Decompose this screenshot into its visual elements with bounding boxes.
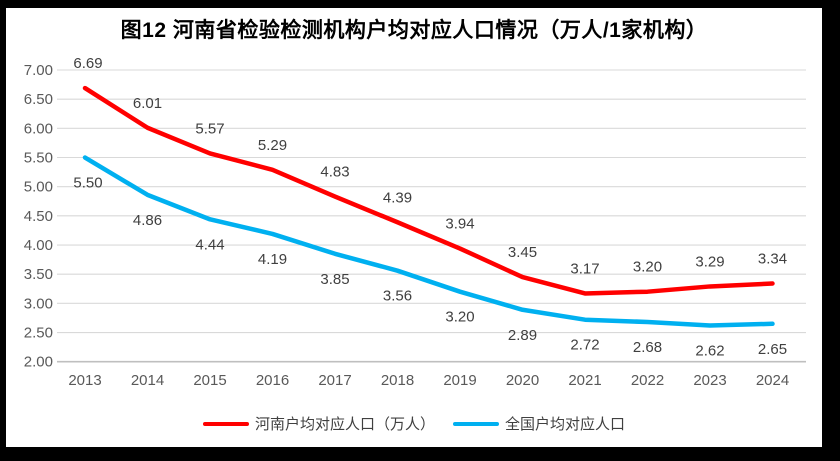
x-axis-tick-label: 2014 <box>131 372 164 389</box>
data-label: 3.34 <box>758 251 787 268</box>
y-axis-tick-label: 4.50 <box>24 208 53 225</box>
x-axis-tick-label: 2024 <box>756 372 789 389</box>
legend: 河南户均对应人口（万人） 全国户均对应人口 <box>6 413 822 434</box>
legend-swatch-henan <box>202 421 249 426</box>
x-axis-tick-label: 2013 <box>68 372 101 389</box>
data-label: 4.86 <box>133 212 162 229</box>
x-axis-tick-label: 2021 <box>568 372 601 389</box>
data-label: 3.94 <box>445 216 474 233</box>
data-label: 2.89 <box>508 327 537 344</box>
y-axis-tick-label: 6.50 <box>24 91 53 108</box>
x-axis-tick-label: 2020 <box>506 372 539 389</box>
chart-surface: 图12 河南省检验检测机构户均对应人口情况（万人/1家机构） 2.00 2.50 3… <box>6 8 822 447</box>
y-axis-tick-label: 6.00 <box>24 120 53 137</box>
legend-item-henan: 河南户均对应人口（万人） <box>202 413 435 434</box>
series-line-1 <box>82 155 775 328</box>
data-label: 5.29 <box>258 137 287 154</box>
x-axis-tick-label: 2017 <box>318 372 351 389</box>
x-axis-tick-label: 2015 <box>193 372 226 389</box>
data-label: 3.17 <box>570 260 599 277</box>
y-axis-tick-label: 5.00 <box>24 179 53 196</box>
data-label: 3.20 <box>445 309 474 326</box>
data-label: 3.45 <box>508 244 537 261</box>
plot-area: 2.00 2.50 3.00 3.50 4.00 4.50 5.00 5.50 6.00 6.50… <box>24 55 806 389</box>
legend-label-national: 全国户均对应人口 <box>505 416 626 433</box>
y-axis-tick-label: 4.00 <box>24 237 53 254</box>
data-label: 2.68 <box>633 339 662 356</box>
x-axis-tick-label: 2016 <box>256 372 289 389</box>
data-label: 3.29 <box>695 253 724 270</box>
data-label: 4.19 <box>258 251 287 268</box>
y-axis-tick-label: 2.00 <box>24 354 53 371</box>
y-axis-tick-label: 7.00 <box>24 62 53 79</box>
x-axis-tick-label: 2023 <box>693 372 726 389</box>
data-label: 4.44 <box>195 236 224 253</box>
series-line-0 <box>82 85 775 296</box>
y-axis-tick-label: 5.50 <box>24 150 53 167</box>
legend-swatch-national <box>453 421 499 426</box>
data-label: 3.20 <box>633 259 662 276</box>
data-label: 3.56 <box>383 288 412 305</box>
legend-item-national: 全国户均对应人口 <box>453 413 625 434</box>
y-axis-tick-label: 3.00 <box>24 295 53 312</box>
x-axis-tick-label: 2022 <box>631 372 664 389</box>
x-axis-tick-label: 2018 <box>381 372 414 389</box>
data-label: 2.65 <box>758 341 787 358</box>
data-label: 6.01 <box>133 95 162 112</box>
legend-label-henan: 河南户均对应人口（万人） <box>254 416 435 433</box>
data-label: 3.85 <box>320 271 349 288</box>
y-axis-tick-label: 2.50 <box>24 325 53 342</box>
data-label: 4.83 <box>320 164 349 181</box>
chart-title: 图12 河南省检验检测机构户均对应人口情况（万人/1家机构） <box>120 19 708 42</box>
y-axis-tick-label: 3.50 <box>24 266 53 283</box>
data-label: 5.57 <box>195 120 224 137</box>
x-axis-tick-label: 2019 <box>443 372 476 389</box>
data-label: 2.72 <box>570 337 599 354</box>
data-label: 6.69 <box>73 55 102 72</box>
data-label: 5.50 <box>73 175 102 192</box>
data-label: 2.62 <box>695 343 724 360</box>
data-label: 4.39 <box>383 189 412 206</box>
